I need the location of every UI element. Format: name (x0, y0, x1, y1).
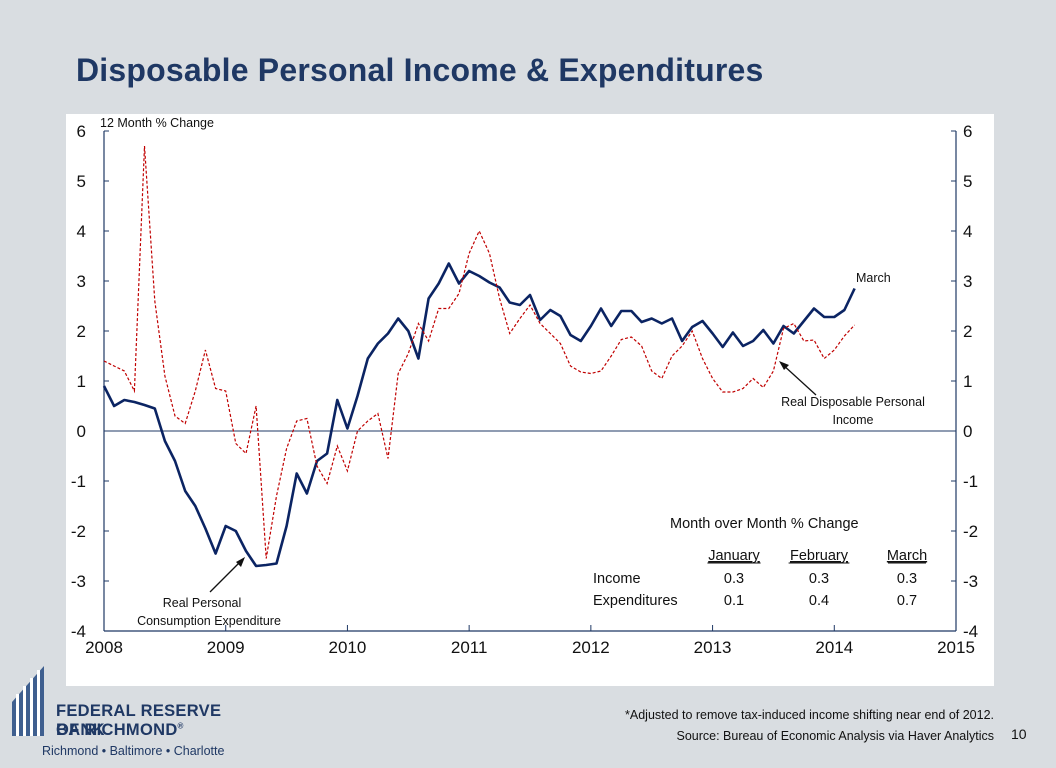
y-tick-label-right: 4 (963, 222, 972, 241)
table-cell: 0.7 (897, 593, 917, 609)
expenditure-series-line (103, 145, 856, 559)
y-tick-label-left: -4 (71, 622, 86, 641)
x-tick-label: 2013 (694, 638, 732, 657)
y-tick-label-left: 4 (77, 222, 86, 241)
income-label-line1: Real Disposable Personal (781, 395, 925, 409)
x-tick-label: 2012 (572, 638, 610, 657)
income-arrowhead (779, 361, 789, 370)
expenditure-label-line1: Real Personal (163, 596, 242, 610)
x-tick-label: 2014 (815, 638, 853, 657)
x-tick-label: 2009 (207, 638, 245, 657)
y-tick-label-right: 3 (963, 272, 972, 291)
expenditure-arrow (209, 559, 243, 593)
y-tick-label-right: -2 (963, 522, 978, 541)
logo-text-line1: FEDERAL RESERVE BANK (56, 702, 222, 739)
y-tick-label-right: -1 (963, 472, 978, 491)
chart-panel: 6 6 5 5 4 4 3 3 2 2 1 1 0 0 -1 -1 -2 -2 -3 -3 -4 -4 2008 2009 20… (66, 114, 994, 686)
y-tick-label-left: 5 (77, 172, 86, 191)
expenditure-label-line2: Consumption Expenditure (137, 614, 281, 628)
frb-richmond-logo: FEDERAL RESERVE BANK OF RICHMOND® Richmo… (8, 664, 238, 764)
table-cell: 0.4 (809, 593, 829, 609)
y-tick-label-right: 5 (963, 172, 972, 191)
table-row-label: Income (593, 571, 641, 587)
table-row-label: Expenditures (593, 593, 678, 609)
table-cell: 0.1 (724, 593, 744, 609)
y-tick-label-right: 2 (963, 322, 972, 341)
y-tick-label-left: -3 (71, 572, 86, 591)
table-cell: 0.3 (897, 571, 917, 587)
table-title: Month over Month % Change (670, 516, 859, 532)
x-tick-label: 2015 (937, 638, 975, 657)
income-series-line (102, 262, 856, 568)
march-annotation: March (856, 271, 891, 285)
y-tick-label-left: 1 (77, 372, 86, 391)
table-column-header: March (887, 548, 927, 564)
y-tick-label-left: -2 (71, 522, 86, 541)
income-arrow (781, 363, 817, 396)
x-tick-label: 2010 (329, 638, 367, 657)
source-note: Source: Bureau of Economic Analysis via … (676, 729, 994, 743)
expenditure-arrowhead (236, 557, 245, 567)
y-tick-label-right: 0 (963, 422, 972, 441)
y-tick-label-left: 2 (77, 322, 86, 341)
y-tick-label-right: -4 (963, 622, 978, 641)
x-tick-label: 2008 (85, 638, 123, 657)
footnote-adjustment: *Adjusted to remove tax-induced income s… (625, 708, 994, 722)
x-tick-label: 2011 (451, 638, 488, 657)
table-column-header: January (708, 548, 760, 564)
table-cell: 0.3 (724, 571, 744, 587)
y-axis-label: 12 Month % Change (100, 116, 214, 130)
y-tick-label-right: -3 (963, 572, 978, 591)
y-tick-label-right: 6 (963, 122, 972, 141)
page-title: Disposable Personal Income & Expenditure… (76, 52, 764, 88)
page-number: 10 (1011, 726, 1027, 742)
logo-text-line2: OF RICHMOND® (56, 721, 184, 739)
y-tick-label-left: 3 (77, 272, 86, 291)
table-cell: 0.3 (809, 571, 829, 587)
y-tick-label-right: 1 (963, 372, 972, 391)
y-tick-label-left: 0 (77, 422, 86, 441)
y-tick-label-left: -1 (71, 472, 86, 491)
bank-building-logo-icon (12, 666, 44, 736)
logo-cities: Richmond • Baltimore • Charlotte (42, 744, 225, 758)
income-label-line2: Income (833, 413, 874, 427)
table-column-header: February (790, 548, 849, 564)
y-tick-label-left: 6 (77, 122, 86, 141)
